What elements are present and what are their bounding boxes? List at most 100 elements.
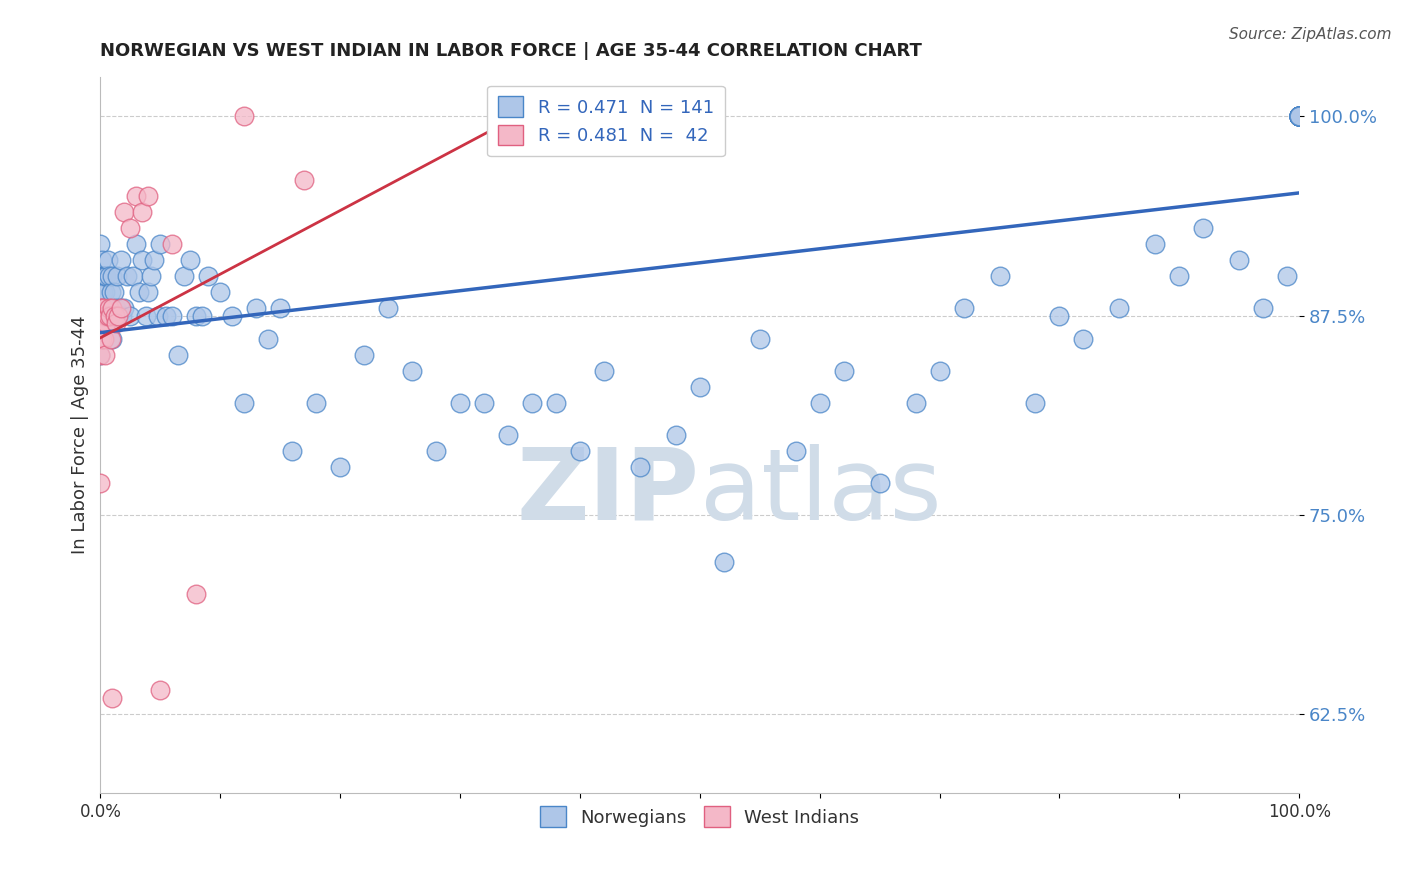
Point [1288, 110, 1310, 124]
Point [1288, 110, 1310, 124]
Point [104, 309, 127, 323]
Point [91, 309, 114, 323]
Point [112, 205, 135, 219]
Point [89, 475, 111, 490]
Point [221, 309, 243, 323]
Point [91, 301, 114, 315]
Point [281, 443, 304, 458]
Point [89, 348, 111, 362]
Point [928, 364, 950, 378]
Point [628, 459, 651, 474]
Point [1288, 110, 1310, 124]
Point [292, 173, 315, 187]
Point [97, 301, 120, 315]
Point [89, 317, 111, 331]
Point [832, 364, 855, 378]
Point [1288, 110, 1310, 124]
Point [1227, 252, 1250, 267]
Point [1288, 110, 1310, 124]
Point [90, 301, 112, 315]
Point [1288, 110, 1310, 124]
Point [269, 301, 291, 315]
Point [115, 268, 138, 283]
Point [1288, 110, 1310, 124]
Point [155, 309, 177, 323]
Point [98, 332, 121, 346]
Point [100, 285, 122, 299]
Point [89, 301, 111, 315]
Point [93, 301, 115, 315]
Text: NORWEGIAN VS WEST INDIAN IN LABOR FORCE | AGE 35-44 CORRELATION CHART: NORWEGIAN VS WEST INDIAN IN LABOR FORCE … [100, 42, 922, 60]
Point [1288, 110, 1310, 124]
Point [136, 189, 159, 203]
Point [104, 309, 127, 323]
Point [93, 309, 115, 323]
Point [665, 428, 688, 442]
Point [101, 690, 124, 705]
Point [94, 285, 117, 299]
Point [89, 301, 111, 315]
Point [91, 317, 114, 331]
Point [748, 332, 770, 346]
Point [1277, 268, 1299, 283]
Point [90, 268, 112, 283]
Point [1288, 110, 1310, 124]
Point [472, 396, 495, 410]
Point [89, 309, 111, 323]
Point [568, 443, 591, 458]
Point [1073, 332, 1095, 346]
Point [191, 309, 214, 323]
Point [1288, 110, 1310, 124]
Point [209, 285, 232, 299]
Point [112, 301, 135, 315]
Point [90, 301, 112, 315]
Point [120, 221, 142, 235]
Point [1288, 110, 1310, 124]
Point [131, 252, 153, 267]
Point [401, 364, 423, 378]
Y-axis label: In Labor Force | Age 35-44: In Labor Force | Age 35-44 [72, 316, 89, 554]
Point [1288, 110, 1310, 124]
Point [89, 309, 111, 323]
Text: ZIP: ZIP [517, 444, 700, 541]
Point [120, 309, 142, 323]
Point [1288, 110, 1310, 124]
Text: atlas: atlas [700, 444, 942, 541]
Point [146, 309, 169, 323]
Point [1288, 110, 1310, 124]
Point [94, 309, 117, 323]
Point [1288, 110, 1310, 124]
Point [101, 301, 124, 315]
Point [89, 268, 111, 283]
Point [1168, 268, 1191, 283]
Point [93, 332, 115, 346]
Point [1288, 110, 1310, 124]
Point [1288, 110, 1310, 124]
Point [93, 268, 115, 283]
Point [96, 309, 118, 323]
Point [94, 268, 117, 283]
Point [89, 332, 111, 346]
Point [136, 285, 159, 299]
Point [89, 236, 111, 251]
Point [186, 309, 208, 323]
Point [149, 236, 172, 251]
Point [110, 301, 132, 315]
Point [1108, 301, 1130, 315]
Point [90, 309, 112, 323]
Point [135, 309, 157, 323]
Point [162, 236, 184, 251]
Point [245, 301, 267, 315]
Point [149, 682, 172, 697]
Point [377, 301, 399, 315]
Point [1144, 236, 1167, 251]
Point [89, 268, 111, 283]
Point [94, 317, 117, 331]
Point [179, 252, 201, 267]
Point [96, 309, 118, 323]
Point [785, 443, 807, 458]
Point [1288, 110, 1310, 124]
Point [104, 317, 127, 331]
Point [167, 348, 190, 362]
Point [143, 252, 166, 267]
